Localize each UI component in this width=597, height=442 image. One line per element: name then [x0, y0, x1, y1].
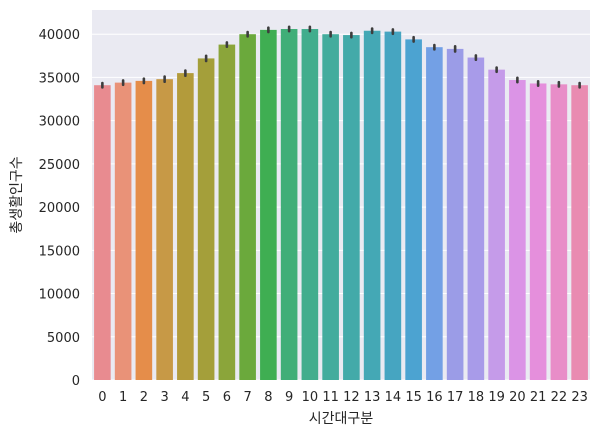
x-tick-label: 19 [488, 390, 505, 405]
y-tick-label: 5000 [47, 331, 80, 346]
x-tick-label: 3 [160, 390, 168, 405]
x-tick-label: 17 [447, 390, 464, 405]
x-tick-label: 21 [530, 390, 547, 405]
bar [550, 84, 568, 380]
x-tick-label: 7 [243, 390, 251, 405]
bar [114, 82, 132, 380]
x-tick-label: 18 [468, 390, 485, 405]
gridlines [92, 33, 590, 381]
bar [94, 85, 111, 381]
plot-background [92, 10, 590, 380]
y-axis-label: 총생활인구수 [9, 156, 25, 233]
y-tick-label: 25000 [39, 158, 80, 173]
bars [94, 29, 588, 381]
x-tick-label: 20 [509, 390, 526, 405]
x-tick-labels: 0 1 2 3 4 5 6 7 8 9 10 11 12 13 14 15 16 17 18 19 20 21 22 23 [98, 390, 588, 405]
x-tick-label: 2 [140, 390, 148, 405]
x-tick-label: 5 [202, 390, 210, 405]
x-axis-label: 시간대구분 [309, 411, 374, 427]
bar [363, 30, 381, 381]
y-tick-label: 0 [72, 374, 80, 389]
x-tick-label: 12 [343, 390, 360, 405]
x-tick-label: 4 [181, 390, 189, 405]
x-tick-label: 10 [302, 390, 319, 405]
bar [260, 29, 277, 380]
bar [177, 73, 194, 380]
bar [322, 34, 339, 381]
x-tick-label: 13 [364, 390, 381, 405]
x-tick-label: 6 [223, 390, 231, 405]
bar [384, 31, 402, 380]
x-tick-label: 9 [285, 390, 293, 405]
y-tick-labels: 0 5000 10000 15000 20000 25000 30000 35000 40000 [39, 28, 80, 389]
x-tick-label: 16 [426, 390, 443, 405]
x-tick-label: 14 [385, 390, 402, 405]
y-tick-label: 20000 [39, 201, 80, 216]
bar [488, 69, 505, 380]
bar [509, 80, 526, 380]
x-tick-label: 22 [551, 390, 568, 405]
bar [343, 35, 360, 380]
x-tick-label: 15 [405, 390, 422, 405]
bar [405, 39, 422, 381]
x-tick-label: 8 [264, 390, 272, 405]
bar [218, 44, 236, 381]
bar [467, 57, 485, 381]
bar [426, 47, 443, 380]
x-tick-label: 11 [322, 390, 339, 405]
bar [529, 83, 547, 380]
bar [156, 79, 173, 381]
x-tick-label: 23 [571, 390, 588, 405]
bar [280, 29, 298, 381]
y-tick-label: 40000 [39, 28, 80, 43]
bar [135, 80, 153, 380]
bar [239, 34, 256, 381]
bar [446, 48, 464, 381]
y-tick-label: 35000 [39, 71, 80, 86]
y-tick-label: 30000 [39, 115, 80, 130]
bar [571, 85, 588, 381]
x-tick-label: 1 [119, 390, 127, 405]
error-bars [101, 25, 581, 89]
y-tick-label: 15000 [39, 244, 80, 259]
y-tick-label: 10000 [39, 288, 80, 303]
bar [197, 58, 215, 380]
x-tick-label: 0 [98, 390, 106, 405]
bar [301, 29, 319, 381]
